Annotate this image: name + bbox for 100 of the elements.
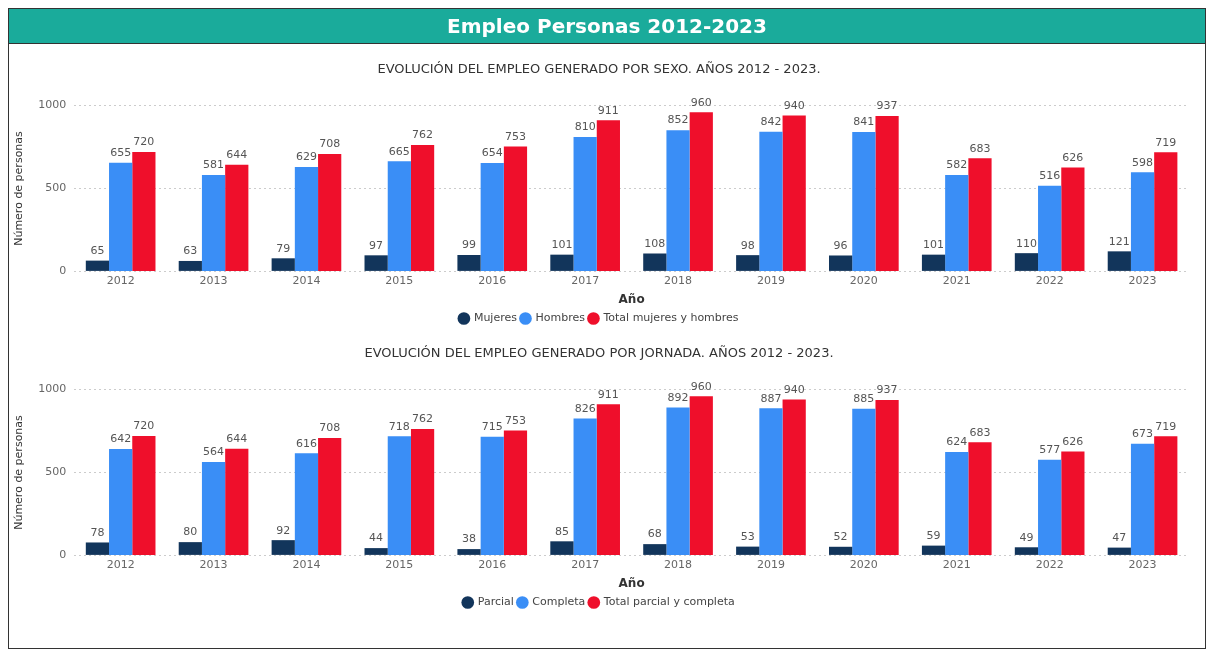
data-label: 582 <box>946 158 968 172</box>
data-label: 892 <box>667 390 689 404</box>
data-label: 960 <box>690 379 712 393</box>
legend-label: Hombres <box>535 311 586 325</box>
data-label: 96 <box>833 238 848 252</box>
data-label: 53 <box>740 529 755 543</box>
x-tick-label: 2017 <box>571 557 600 571</box>
x-tick-label: 2012 <box>106 273 135 287</box>
bar <box>573 418 597 555</box>
data-label: 626 <box>1062 434 1084 448</box>
bar <box>271 540 295 555</box>
y-tick-label: 0 <box>59 264 67 278</box>
data-label: 616 <box>295 436 317 450</box>
bar <box>294 167 319 271</box>
data-label: 665 <box>388 144 410 158</box>
y-axis-title: Número de personas <box>12 130 26 246</box>
x-tick-label: 2015 <box>385 557 414 571</box>
bar <box>550 541 574 555</box>
data-label: 940 <box>783 382 805 396</box>
text: Empleo Personas 2012-2023 <box>9 9 1205 44</box>
bar <box>1130 443 1155 555</box>
bar <box>178 260 202 271</box>
y-tick-label: 1000 <box>38 382 67 396</box>
x-tick-label: 2022 <box>1035 273 1064 287</box>
y-axis-title: Número de personas <box>12 414 26 530</box>
data-label: 720 <box>133 419 155 433</box>
x-tick-label: 2016 <box>478 557 507 571</box>
data-label: 97 <box>369 238 384 252</box>
x-tick-label: 2016 <box>478 273 507 287</box>
data-label: 68 <box>647 527 662 541</box>
bar <box>689 112 713 271</box>
bar <box>225 164 249 271</box>
bar <box>968 442 992 555</box>
bar <box>503 430 528 555</box>
data-label: 826 <box>574 401 596 415</box>
data-label: 810 <box>574 120 596 134</box>
bar <box>875 116 899 271</box>
data-label: 753 <box>504 129 526 143</box>
bar <box>480 436 504 555</box>
bar <box>968 158 992 271</box>
bar <box>852 131 876 271</box>
bar <box>829 255 853 271</box>
data-label: 38 <box>462 532 477 546</box>
data-label: 708 <box>319 421 341 435</box>
bar <box>201 461 226 555</box>
bar <box>1107 547 1131 555</box>
data-label: 101 <box>551 238 573 252</box>
data-label: 644 <box>226 431 248 445</box>
data-label: 581 <box>203 158 225 172</box>
x-tick-label: 2013 <box>199 273 228 287</box>
bar <box>364 255 388 271</box>
bar <box>178 542 202 555</box>
bar <box>736 255 760 271</box>
y-tick-label: 1000 <box>38 98 67 112</box>
x-tick-label: 2019 <box>756 557 785 571</box>
data-label: 719 <box>1155 135 1177 149</box>
bar <box>1061 167 1085 271</box>
bar <box>318 438 342 555</box>
data-label: 49 <box>1019 530 1034 544</box>
data-label: 108 <box>644 236 666 250</box>
data-label: 98 <box>740 238 755 252</box>
bar <box>294 453 319 555</box>
bar <box>109 162 133 271</box>
bar <box>85 260 110 271</box>
x-tick-label: 2015 <box>385 273 414 287</box>
bar <box>387 161 411 271</box>
bar <box>921 254 946 271</box>
bar <box>782 399 806 555</box>
bar <box>1154 436 1178 555</box>
data-label: 78 <box>90 525 105 539</box>
bar <box>759 131 783 271</box>
x-axis-title: Año <box>618 291 645 306</box>
data-label: 887 <box>760 391 782 405</box>
bar <box>318 154 342 271</box>
x-tick-label: 2023 <box>1128 557 1157 571</box>
bar <box>829 546 853 555</box>
bar <box>643 253 667 271</box>
bar <box>132 152 156 271</box>
data-label: 624 <box>946 435 968 449</box>
data-label: 79 <box>276 241 291 255</box>
legend-label: Completa <box>532 595 586 609</box>
data-label: 715 <box>481 420 503 434</box>
data-label: 598 <box>1132 155 1154 169</box>
x-tick-label: 2014 <box>292 557 321 571</box>
data-label: 92 <box>276 523 291 537</box>
data-label: 121 <box>1108 234 1130 248</box>
data-label: 85 <box>554 524 569 538</box>
bar <box>852 408 876 555</box>
data-label: 841 <box>853 115 875 129</box>
data-label: 516 <box>1039 169 1061 183</box>
x-tick-label: 2021 <box>942 273 971 287</box>
y-tick-label: 500 <box>45 181 67 195</box>
x-tick-label: 2017 <box>571 273 600 287</box>
legend-label: Parcial <box>477 595 514 609</box>
data-label: 655 <box>110 146 132 160</box>
data-label: 937 <box>876 99 898 113</box>
bar <box>666 130 690 271</box>
bar <box>945 174 969 271</box>
bar <box>945 451 969 555</box>
data-label: 564 <box>203 445 225 459</box>
